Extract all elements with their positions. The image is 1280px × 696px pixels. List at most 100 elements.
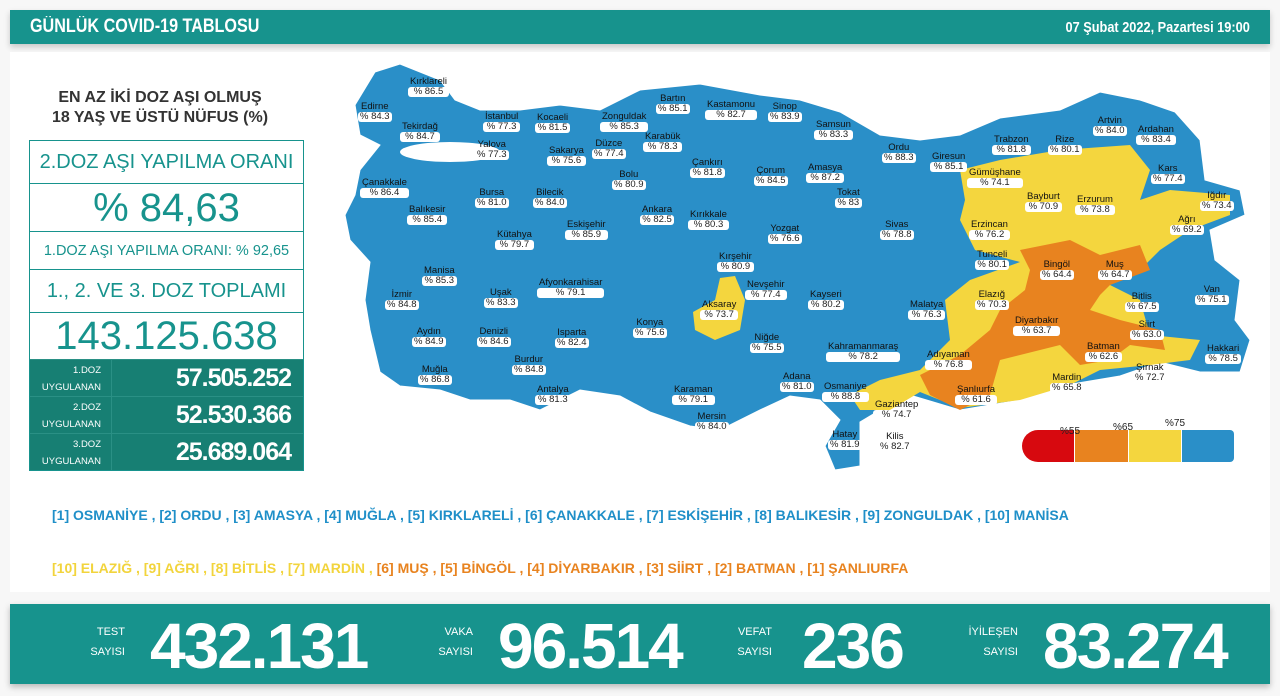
province-name: Elazığ xyxy=(978,289,1005,300)
province-name: Adıyaman xyxy=(927,349,970,360)
province-label: Tokat% 83 xyxy=(835,188,862,208)
province-value: % 75.6 xyxy=(633,327,667,338)
test-count: 432.131 xyxy=(150,610,369,682)
date-time: 07 Şubat 2022, Pazartesi 19:00 xyxy=(1065,18,1250,36)
province-value: % 77.4 xyxy=(592,148,626,159)
province-label: Manisa% 85.3 xyxy=(422,266,457,286)
dose-value: 25.689.064 xyxy=(175,438,292,466)
province-name: Yozgat xyxy=(770,223,800,234)
province-label: Balıkesir% 85.4 xyxy=(407,205,448,225)
province-value: % 77.3 xyxy=(483,122,521,132)
province-name: Tunceli xyxy=(977,249,1008,260)
province-name: Adana xyxy=(783,371,811,382)
province-name: Kars xyxy=(1158,163,1178,174)
province-value: % 73.8 xyxy=(1075,205,1115,215)
province-name: Diyarbakır xyxy=(1015,315,1059,326)
province-value: % 88.8 xyxy=(822,392,869,402)
province-value: % 80.9 xyxy=(612,179,646,190)
province-name: Amasya xyxy=(808,162,843,173)
province-value: % 84.6 xyxy=(477,336,511,347)
province-label: Bolu% 80.9 xyxy=(612,170,646,190)
province-name: Antalya xyxy=(537,384,569,395)
province-value: % 75.6 xyxy=(547,156,586,166)
province-name: Muş xyxy=(1105,259,1124,270)
province-label: Düzce% 77.4 xyxy=(592,139,626,159)
province-label: Karabük% 78.3 xyxy=(643,131,683,152)
province-label: Kahramanmaraş% 78.2 xyxy=(826,342,901,362)
legend-red xyxy=(1022,430,1075,462)
subtitle-line2: 18 YAŞ VE ÜSTÜ NÜFUS (%) xyxy=(51,109,269,126)
province-label: Iğdır% 73.4 xyxy=(1200,191,1234,211)
dose2-rate-label: 2.DOZ AŞI YAPILMA ORANI xyxy=(30,141,303,184)
province-label: Antalya% 81.3 xyxy=(535,385,571,405)
province-label: Tunceli% 80.1 xyxy=(975,249,1010,270)
province-value: % 81.8 xyxy=(992,145,1031,155)
province-name: Yalova xyxy=(477,139,506,150)
province-value: % 76.6 xyxy=(768,233,802,244)
province-label: Sakarya% 75.6 xyxy=(547,146,586,166)
province-label: Aydın% 84.9 xyxy=(412,327,446,347)
province-name: Kırklareli xyxy=(410,76,447,87)
province-label: Diyarbakır% 63.7 xyxy=(1013,315,1061,336)
legend-label: %65 xyxy=(1113,422,1134,433)
province-value: % 82.4 xyxy=(555,337,589,348)
province-label: Bitlis% 67.5 xyxy=(1125,292,1159,312)
province-name: Şırnak xyxy=(1136,362,1164,373)
total-doses: 143.125.638 xyxy=(55,314,278,358)
province-value: % 67.5 xyxy=(1125,301,1159,312)
province-name: Şanlıurfa xyxy=(957,384,996,395)
province-value: % 83.9 xyxy=(768,111,802,122)
province-label: Bursa% 81.0 xyxy=(475,188,509,208)
case-label: VAKA SAYISI xyxy=(438,626,473,658)
province-label: Yalova% 77.3 xyxy=(475,140,509,160)
province-value: % 83.3 xyxy=(814,130,853,140)
province-label: Gaziantep% 74.7 xyxy=(873,400,921,420)
province-name: Karabük xyxy=(645,131,681,142)
province-name: Hatay xyxy=(832,429,858,440)
province-label: Eskişehir% 85.9 xyxy=(565,220,608,240)
province-value: % 81.3 xyxy=(535,395,571,405)
province-value: % 78.8 xyxy=(880,229,914,240)
province-label: Afyonkarahisar% 79.1 xyxy=(537,278,605,298)
province-value: % 81.5 xyxy=(535,123,571,133)
total-doses-label: 1., 2. VE 3. DOZ TOPLAMI xyxy=(30,270,303,313)
province-value: % 85.3 xyxy=(422,276,457,286)
province-name: Ağrı xyxy=(1178,214,1196,225)
province-label: Elazığ% 70.3 xyxy=(975,290,1009,310)
province-value: % 81.0 xyxy=(475,197,509,208)
subtitle-line1: EN AZ İKİ DOZ AŞI OLMUŞ xyxy=(58,89,262,106)
province-name: Aydın xyxy=(416,326,441,337)
province-value: % 78.5 xyxy=(1205,354,1242,364)
province-value: % 84.0 xyxy=(533,197,567,208)
province-name: Trabzon xyxy=(994,134,1029,145)
province-name: Ankara xyxy=(642,204,673,215)
province-name: Denizli xyxy=(479,326,509,337)
province-name: Kocaeli xyxy=(537,112,569,123)
vaccine-subtitle: EN AZ İKİ DOZ AŞI OLMUŞ 18 YAŞ VE ÜSTÜ N… xyxy=(30,88,290,128)
province-name: Kilis xyxy=(886,431,904,442)
province-name: Erzincan xyxy=(971,219,1008,230)
recovered-count: 83.274 xyxy=(1043,610,1229,682)
province-label: Yozgat% 76.6 xyxy=(768,224,802,244)
province-name: Osmaniye xyxy=(824,381,867,392)
province-value: % 84.9 xyxy=(412,336,446,347)
province-label: Adıyaman% 76.8 xyxy=(925,350,972,370)
province-value: % 80.9 xyxy=(717,262,754,272)
province-value: % 61.6 xyxy=(955,395,998,405)
province-name: İzmir xyxy=(391,289,413,300)
province-value: % 79.7 xyxy=(495,240,534,250)
province-label: İstanbul% 77.3 xyxy=(483,112,521,132)
province-name: Muğla xyxy=(421,364,448,375)
dose-label: 2.DOZ xyxy=(73,402,101,413)
province-name: Karaman xyxy=(674,384,713,395)
province-name: Çorum xyxy=(756,165,786,176)
province-value: % 79.1 xyxy=(537,288,605,298)
province-value: % 88.3 xyxy=(882,152,916,163)
province-value: % 64.4 xyxy=(1040,269,1074,280)
province-name: Düzce xyxy=(595,138,623,149)
header-bar: GÜNLÜK COVID-19 TABLOSU 07 Şubat 2022, P… xyxy=(10,10,1270,44)
dose-value: 52.530.366 xyxy=(175,401,292,429)
province-label: Edirne% 84.3 xyxy=(358,102,392,122)
province-name: Erzurum xyxy=(1077,194,1113,205)
death-label: VEFAT SAYISI xyxy=(737,626,772,658)
